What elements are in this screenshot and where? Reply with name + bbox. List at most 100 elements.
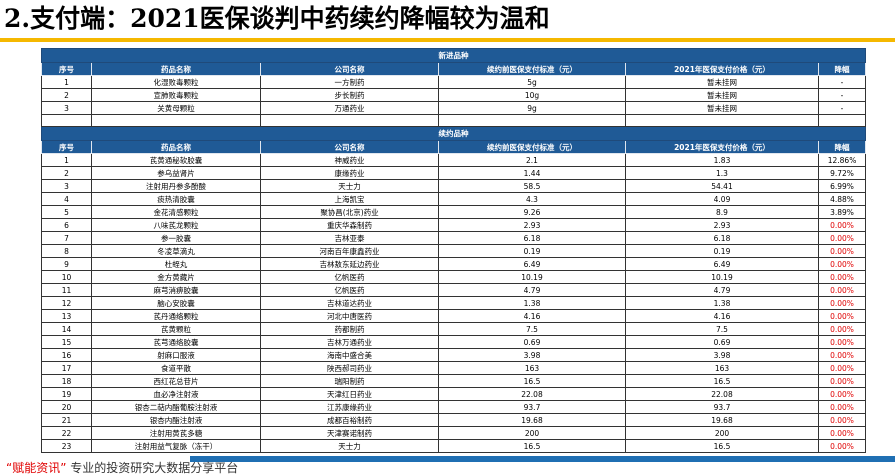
cell: 0.00% (817, 335, 867, 349)
cell (625, 114, 819, 127)
cell: 3.89% (817, 205, 867, 219)
cell: 1.44 (438, 166, 626, 180)
table-row: 1 芪黄通秘软胶囊 神威药业 2.1 1.83 12.86% (41, 153, 867, 167)
table-row: 15 芪芎通络胶囊 吉林万通药业 0.69 0.69 0.00% (41, 335, 867, 349)
table-row: 4 痰热清胶囊 上海凯宝 4.3 4.09 4.88% (41, 192, 867, 206)
drug-table: 新进品种 序号 药品名称 公司名称 续约前医保支付标准（元） 2021年医保支付价格（元）… (40, 48, 867, 453)
footer: “赋能资讯” 专业的投资研究大数据分享平台 (6, 459, 238, 476)
cell: 1.38 (625, 296, 819, 310)
cell: 1.38 (438, 296, 626, 310)
cell: 3.98 (438, 348, 626, 362)
cell: 4.16 (625, 309, 819, 323)
cell: 吉林亚泰 (260, 231, 439, 245)
cell: 2 (41, 166, 92, 180)
cell (91, 114, 261, 127)
cell: 0.00% (817, 348, 867, 362)
cell: 1 (41, 75, 92, 89)
cell: 1.83 (625, 153, 819, 167)
cell: 参一胶囊 (91, 231, 261, 245)
cell: 芪黄颗粒 (91, 322, 261, 336)
cell: 7.5 (625, 322, 819, 336)
table-row: 22 注射用黄芪多糖 天津赛诺制药 200 200 0.00% (41, 426, 867, 440)
cell: 200 (438, 426, 626, 440)
cell: 163 (438, 361, 626, 375)
cell: 注射用益气复脉（冻干） (91, 439, 261, 453)
cell: 22.08 (438, 387, 626, 401)
table-row: 19 血必净注射液 天津红日药业 22.08 22.08 0.00% (41, 387, 867, 401)
cell: 化湿败毒颗粒 (91, 75, 261, 89)
cell (817, 114, 867, 127)
cell: 0.69 (438, 335, 626, 349)
cell: 18 (41, 374, 92, 388)
cell: 0.00% (817, 231, 867, 245)
cell: 4.3 (438, 192, 626, 206)
table-row: 12 脑心安胶囊 吉林道达药业 1.38 1.38 0.00% (41, 296, 867, 310)
cell: 5 (41, 205, 92, 219)
page-title: 2.支付端：2021医保谈判中药续约降幅较为温和 (0, 0, 895, 42)
cell: 3 (41, 101, 92, 115)
column-header: 降幅 (817, 62, 867, 76)
cell: 0.00% (817, 426, 867, 440)
column-header: 序号 (41, 140, 92, 154)
cell: 天士力 (260, 179, 439, 193)
cell: 17 (41, 361, 92, 375)
cell: 10.19 (625, 270, 819, 284)
cell: 4.79 (625, 283, 819, 297)
cell: 注射用丹参多酚酸 (91, 179, 261, 193)
cell: 射麻口服液 (91, 348, 261, 362)
cell (41, 114, 92, 127)
cell: 西红花总苷片 (91, 374, 261, 388)
cell: 12.86% (817, 153, 867, 167)
section-title: 新进品种 (40, 48, 867, 63)
cell: 金方黄藏片 (91, 270, 261, 284)
cell: 21 (41, 413, 92, 427)
cell: 4.88% (817, 192, 867, 206)
cell: 吉林敖东延边药业 (260, 257, 439, 271)
cell: 22.08 (625, 387, 819, 401)
cell: 93.7 (438, 400, 626, 414)
cell: 16.5 (438, 439, 626, 453)
column-header: 公司名称 (260, 140, 439, 154)
table-row: 5 金花清感颗粒 聚协昌(北京)药业 9.26 8.9 3.89% (41, 205, 867, 219)
cell: - (817, 88, 867, 102)
section-title-row: 续约品种 (40, 126, 867, 141)
cell: 5g (438, 75, 626, 89)
footer-brand: “赋能资讯” (6, 461, 67, 475)
cell: 吉林万通药业 (260, 335, 439, 349)
cell: 0.00% (817, 361, 867, 375)
column-header: 公司名称 (260, 62, 439, 76)
cell: 1.3 (625, 166, 819, 180)
table-row: 17 食道平散 陕西郝司药业 163 163 0.00% (41, 361, 867, 375)
table-row: 13 芪丹通络颗粒 河北中唐医药 4.16 4.16 0.00% (41, 309, 867, 323)
cell: 步长制药 (260, 88, 439, 102)
cell: 八味芪龙颗粒 (91, 218, 261, 232)
cell: 0.00% (817, 374, 867, 388)
cell: 0.00% (817, 439, 867, 453)
cell: 9 (41, 257, 92, 271)
cell: 成都百裕制药 (260, 413, 439, 427)
footer-text: 专业的投资研究大数据分享平台 (66, 461, 239, 475)
table-row: 7 参一胶囊 吉林亚泰 6.18 6.18 0.00% (41, 231, 867, 245)
cell: 脑心安胶囊 (91, 296, 261, 310)
cell: 关黄母颗粒 (91, 101, 261, 115)
cell: 11 (41, 283, 92, 297)
cell: 宣肺败毒颗粒 (91, 88, 261, 102)
cell: 麻芎消痹胶囊 (91, 283, 261, 297)
table-row: 8 冬凌草滴丸 河南百年康鑫药业 0.19 0.19 0.00% (41, 244, 867, 258)
cell: 0.00% (817, 413, 867, 427)
cell (438, 114, 626, 127)
cell: 1 (41, 153, 92, 167)
cell: 54.41 (625, 179, 819, 193)
cell: 0.00% (817, 296, 867, 310)
cell: 19.68 (625, 413, 819, 427)
cell: 7 (41, 231, 92, 245)
cell: 万通药业 (260, 101, 439, 115)
cell: 天士力 (260, 439, 439, 453)
column-header: 降幅 (817, 140, 867, 154)
cell: 食道平散 (91, 361, 261, 375)
cell: 6 (41, 218, 92, 232)
table-row: 18 西红花总苷片 瑞阳制药 16.5 16.5 0.00% (41, 374, 867, 388)
cell: 6.99% (817, 179, 867, 193)
cell: 冬凌草滴丸 (91, 244, 261, 258)
cell: 9g (438, 101, 626, 115)
